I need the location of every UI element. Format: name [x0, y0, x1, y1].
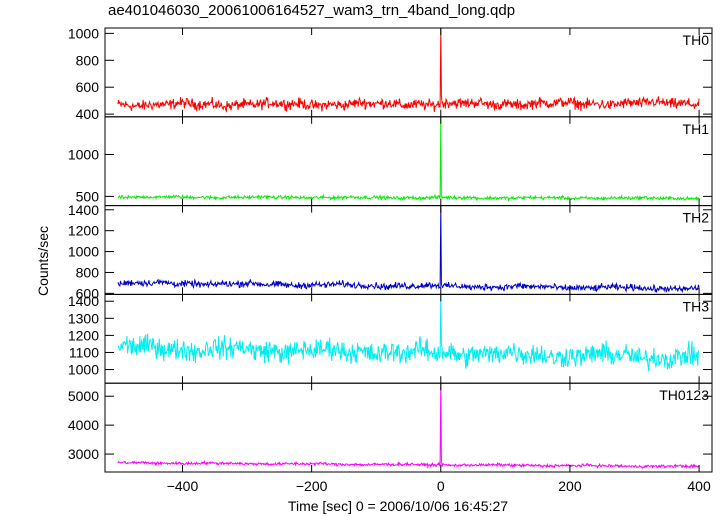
panel-th2: 600 800 1000 1200 1400 TH2 [68, 202, 713, 301]
chart-title: ae401046030_20061006164527_wam3_trn_4ban… [108, 2, 516, 19]
x-axis-group: −400 −200 0 200 400 [167, 478, 711, 494]
panel-label-th0123: TH0123 [659, 387, 709, 403]
x-tick-label: 200 [558, 478, 582, 494]
y-tick-label: 800 [76, 52, 100, 68]
panel-th0123: 3000 4000 5000 TH0123 [68, 382, 713, 473]
y-tick-label: 500 [76, 188, 100, 204]
y-tick-label: 1000 [68, 146, 99, 162]
y-tick-label: 3000 [68, 446, 99, 462]
y-tick-label: 1400 [68, 293, 99, 309]
panel-th0: 400 600 800 1000 TH0 [68, 25, 713, 122]
y-tick-label: 1000 [68, 362, 99, 378]
x-tick-label: 400 [687, 478, 711, 494]
panel-label-th3: TH3 [683, 298, 710, 314]
panel-frame [104, 293, 713, 384]
y-tick-label: 1200 [68, 223, 99, 239]
series-line-th3 [117, 294, 700, 372]
series-line-th0123 [117, 383, 700, 470]
x-tick-label: 0 [437, 478, 445, 494]
panel-frame [104, 382, 713, 473]
y-tick-label: 1200 [68, 327, 99, 343]
panel-frame [104, 116, 713, 207]
y-tick-label: 1400 [68, 202, 99, 218]
panels-group: 400 600 800 1000 TH0 500 1000 TH1 600 800 1000 1200… [68, 25, 713, 473]
y-tick-label: 1000 [68, 244, 99, 260]
y-tick-label: 600 [76, 285, 100, 301]
y-tick-label: 1000 [68, 25, 99, 41]
y-tick-label: 5000 [68, 388, 99, 404]
series-line-th1 [117, 116, 700, 203]
x-tick-label: −400 [167, 478, 199, 494]
panel-label-th2: TH2 [683, 210, 710, 226]
y-tick-label: 1100 [69, 344, 99, 360]
y-axis-label: Counts/sec [35, 226, 51, 296]
x-tick-label: −200 [296, 478, 328, 494]
series-line-th2 [117, 205, 700, 294]
panel-label-th0: TH0 [683, 32, 710, 48]
panel-label-th1: TH1 [683, 121, 710, 137]
x-axis-label: Time [sec] 0 = 2006/10/06 16:45:27 [288, 498, 508, 514]
y-tick-label: 600 [76, 79, 100, 95]
y-tick-label: 1300 [68, 310, 99, 326]
panel-th1: 500 1000 TH1 [68, 116, 713, 207]
y-tick-label: 400 [76, 106, 100, 122]
y-tick-label: 4000 [68, 417, 99, 433]
y-tick-label: 800 [76, 264, 100, 280]
panel-frame [104, 205, 713, 295]
series-line-th0 [117, 28, 700, 113]
